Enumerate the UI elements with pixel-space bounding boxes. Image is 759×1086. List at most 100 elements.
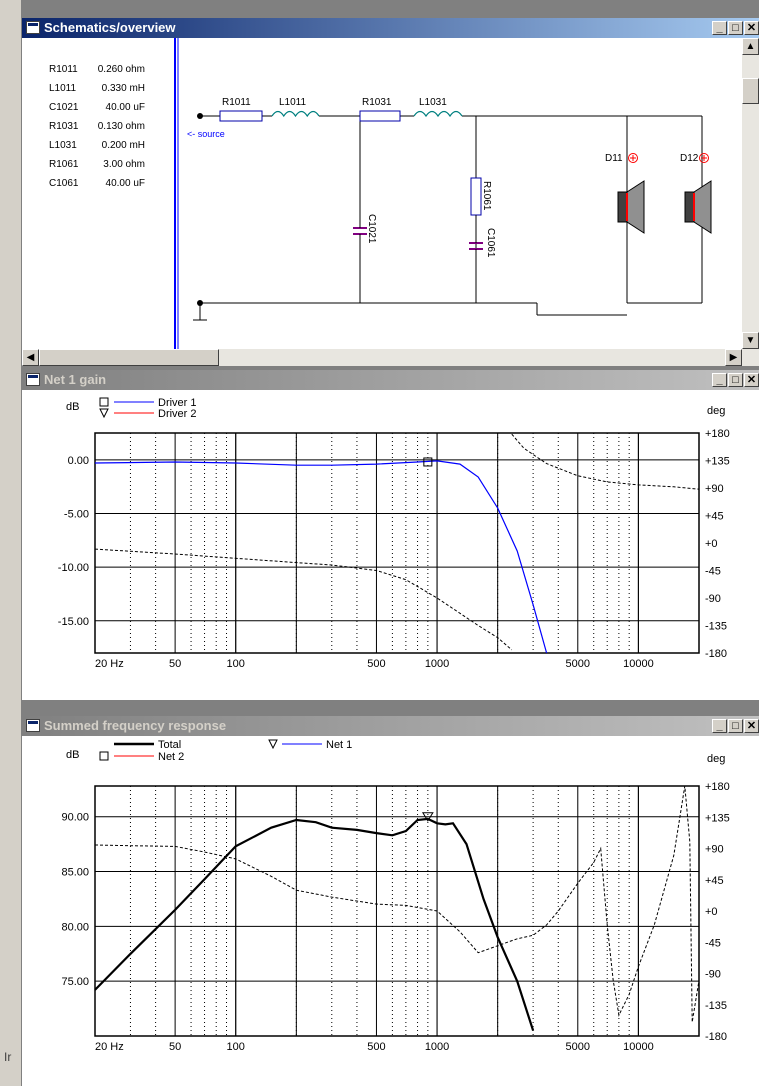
legend-label: Total (158, 739, 181, 751)
plot-frame (94, 785, 700, 1037)
scroll-up-button[interactable]: ▲ (742, 38, 759, 55)
l1031-label: L1031 (419, 97, 447, 108)
series-line (511, 433, 700, 490)
y2-tick-label: +0 (705, 906, 718, 918)
r1011-symbol[interactable] (219, 110, 263, 122)
legend-triangle-icon (268, 739, 278, 750)
part-value: 0.200 mH (102, 140, 145, 151)
maximize-button[interactable]: □ (728, 719, 743, 733)
y2-tick-label: -90 (705, 593, 721, 605)
y2-tick-label: +45 (705, 875, 724, 887)
y-tick-label: -10.00 (58, 562, 89, 574)
l1031-symbol[interactable] (413, 110, 463, 118)
scroll-left-button[interactable]: ◀ (22, 349, 39, 366)
r1061-symbol[interactable] (470, 177, 482, 216)
panel-tab: Ir (4, 1050, 12, 1064)
scroll-right-button[interactable]: ▶ (725, 349, 742, 366)
part-name: C1021 (49, 102, 79, 113)
summed-chart: 90.00 85.00 80.00 75.00 +180 +135 +90 +45 +0 -45 -… (61, 739, 730, 1053)
horizontal-scrollbar[interactable]: ◀ ▶ (22, 349, 759, 366)
close-button[interactable]: ✕ (744, 719, 759, 733)
legend-label: Driver 2 (158, 408, 197, 420)
y2-tick-label: -135 (705, 1000, 727, 1012)
y-tick-label: 75.00 (61, 976, 89, 988)
legend-square-icon (99, 751, 109, 761)
x-tick-label: 50 (169, 658, 181, 670)
part-value: 0.130 ohm (98, 121, 145, 132)
c1061-label: C1061 (485, 228, 496, 258)
gain-chart: 0.00 -5.00 -10.00 -15.00 +180 +135 +90 +45 +0 -45… (58, 397, 730, 670)
minimize-button[interactable]: _ (712, 21, 727, 35)
series-line (94, 785, 700, 1023)
y-tick-label: -15.00 (58, 616, 89, 628)
minimize-button[interactable]: _ (712, 719, 727, 733)
y2-tick-label: +180 (705, 428, 730, 440)
part-value: 0.330 mH (102, 83, 145, 94)
minimize-button[interactable]: _ (712, 373, 727, 387)
y-tick-label: 0.00 (68, 455, 89, 467)
y2-tick-label: +180 (705, 781, 730, 793)
vertical-scrollbar[interactable]: ▲ ▼ (742, 38, 759, 349)
window-icon[interactable] (26, 719, 40, 732)
legend-triangle-icon (99, 408, 109, 419)
y2-axis-label: deg (707, 405, 725, 417)
y-tick-label: 85.00 (61, 867, 89, 879)
y-tick-label: 90.00 (61, 812, 89, 824)
legend-square-icon (99, 397, 109, 407)
x-tick-label: 50 (169, 1041, 181, 1053)
window-icon[interactable] (26, 21, 40, 34)
x-tick-label: 100 (227, 1041, 245, 1053)
maximize-button[interactable]: □ (728, 373, 743, 387)
window-title: Net 1 gain (44, 372, 107, 387)
y2-tick-label: -45 (705, 937, 721, 949)
y2-tick-label: +45 (705, 511, 724, 523)
part-value: 40.00 uF (106, 102, 145, 113)
y2-axis-label: deg (707, 753, 725, 765)
d11-label: D11 (605, 153, 623, 164)
r1011-label: R1011 (222, 97, 251, 108)
d11-polarity-icon (628, 153, 638, 163)
part-name: L1011 (49, 83, 77, 94)
scroll-down-button[interactable]: ▼ (742, 332, 759, 349)
summed-titlebar[interactable]: Summed frequency response _ □ ✕ (22, 716, 759, 736)
y2-tick-label: -45 (705, 566, 721, 578)
part-value: 3.00 ohm (103, 159, 145, 170)
d11-speaker-icon[interactable] (617, 180, 645, 234)
schematics-window: Schematics/overview _ □ ✕ R1011 0.260 ohm… (22, 18, 759, 366)
vertical-scroll-thumb[interactable] (742, 78, 759, 104)
y2-tick-label: +90 (705, 844, 724, 856)
x-tick-label: 5000 (566, 658, 590, 670)
series-line (94, 548, 513, 651)
part-name: R1061 (49, 159, 79, 170)
d12-speaker-icon[interactable] (684, 180, 712, 234)
curve-triangle-marker (421, 812, 434, 822)
x-tick-label: 20 Hz (95, 658, 124, 670)
curve-square-marker (423, 457, 433, 467)
part-value: 40.00 uF (106, 178, 145, 189)
window-title: Summed frequency response (44, 718, 227, 733)
window-title: Schematics/overview (44, 20, 176, 35)
ground-terminal (197, 300, 203, 306)
c1021-symbol[interactable] (353, 227, 367, 235)
r1031-symbol[interactable] (359, 110, 401, 122)
y2-tick-label: -90 (705, 969, 721, 981)
part-name: C1061 (49, 178, 79, 189)
x-tick-label: 100 (227, 658, 245, 670)
y2-tick-label: -135 (705, 621, 727, 633)
close-button[interactable]: ✕ (744, 373, 759, 387)
y2-tick-label: +90 (705, 483, 724, 495)
window-icon[interactable] (26, 373, 40, 386)
series-line (94, 817, 535, 1031)
y2-tick-label: -180 (705, 648, 727, 660)
horizontal-scroll-thumb[interactable] (39, 349, 219, 366)
series-line (94, 460, 548, 654)
x-tick-label: 10000 (623, 658, 654, 670)
x-tick-label: 500 (367, 658, 385, 670)
r1061-label: R1061 (481, 181, 492, 211)
close-button[interactable]: ✕ (744, 21, 759, 35)
maximize-button[interactable]: □ (728, 21, 743, 35)
y2-tick-label: -180 (705, 1031, 727, 1043)
schematics-titlebar[interactable]: Schematics/overview _ □ ✕ (22, 18, 759, 38)
gain-titlebar[interactable]: Net 1 gain _ □ ✕ (22, 370, 759, 390)
l1011-symbol[interactable] (271, 110, 320, 118)
